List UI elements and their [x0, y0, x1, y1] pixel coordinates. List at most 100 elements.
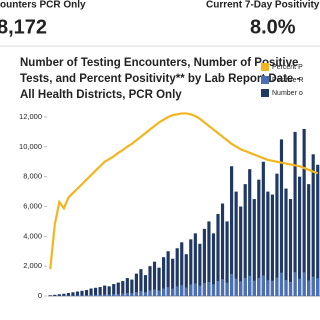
bar [230, 166, 234, 296]
bar [248, 275, 252, 296]
bar [288, 281, 293, 296]
bar [75, 295, 80, 296]
bar [116, 282, 120, 296]
bar [184, 287, 188, 296]
bar [171, 288, 175, 296]
bar [266, 280, 270, 296]
bar [48, 295, 52, 296]
bar [112, 294, 116, 296]
bar [103, 285, 107, 296]
line [49, 112, 319, 270]
bar [189, 239, 193, 296]
chart-title: Tests, and Percent Positivity** by Lab R… [20, 73, 300, 85]
bar [257, 179, 261, 296]
bar [225, 282, 229, 296]
bar [94, 287, 98, 296]
bar [193, 233, 197, 296]
legend-swatch [261, 63, 269, 71]
bar [234, 278, 238, 296]
bar [279, 139, 284, 296]
bar [284, 280, 288, 296]
bar [198, 285, 202, 296]
bar [75, 291, 80, 296]
bar [130, 293, 134, 296]
bar [311, 154, 315, 296]
bar [143, 275, 148, 296]
kpi-label: Current 7-Day Positivity [206, 0, 320, 11]
bar [166, 287, 170, 296]
bar [293, 272, 297, 296]
bar [193, 283, 197, 296]
bar [89, 294, 93, 296]
bar [175, 286, 179, 296]
bar [139, 269, 143, 296]
bar [189, 284, 193, 296]
bar [107, 286, 111, 296]
kpi-value: 8,172 [0, 16, 47, 38]
bar [66, 293, 70, 296]
bar [316, 278, 320, 296]
bar [180, 285, 184, 296]
bar [152, 261, 157, 296]
bar [184, 254, 188, 296]
bar [248, 169, 252, 296]
bar [216, 213, 220, 296]
bar [207, 281, 211, 296]
bar [284, 188, 288, 296]
legend-swatch [261, 76, 269, 84]
bar [162, 257, 166, 296]
bar [53, 294, 57, 296]
y-tick-label: 0 [38, 291, 42, 300]
bar [239, 281, 243, 296]
bar [157, 267, 161, 296]
bar [166, 251, 170, 296]
bar [84, 290, 89, 296]
bar [220, 279, 225, 296]
bar [307, 184, 311, 296]
bar [121, 281, 125, 296]
bar [202, 228, 206, 296]
bar [298, 176, 302, 296]
y-tick-label: 6,000 [23, 201, 42, 210]
chart-title: All Health Districts, PCR Only [20, 89, 182, 101]
bar [71, 292, 75, 296]
bar [239, 206, 243, 296]
bar [130, 279, 134, 296]
legend-swatch [261, 89, 269, 97]
legend-label: Positive R [272, 77, 304, 84]
bar [121, 293, 125, 296]
bar [307, 280, 311, 296]
bar [84, 295, 89, 296]
bar [98, 294, 102, 296]
bar [275, 277, 279, 296]
bar [275, 173, 279, 296]
bar [175, 248, 179, 296]
bar [211, 233, 216, 296]
bar [202, 282, 206, 296]
bar [62, 293, 66, 296]
bar [112, 284, 116, 296]
bar [80, 295, 84, 296]
bar [103, 294, 107, 296]
bar [220, 203, 225, 296]
bar [198, 243, 202, 296]
bar [134, 292, 138, 296]
bar [302, 128, 306, 296]
bar [261, 161, 265, 296]
bar [143, 292, 148, 296]
bar [252, 199, 256, 296]
bar [293, 131, 297, 296]
y-tick-label: 4,000 [23, 231, 42, 240]
bar [266, 191, 270, 296]
legend-label: Number o [272, 90, 303, 97]
bar [316, 164, 320, 296]
bar [261, 275, 265, 296]
bar [148, 266, 152, 296]
y-tick-label: 10,000 [19, 142, 42, 151]
y-tick-label: 2,000 [23, 261, 42, 270]
bar [216, 281, 220, 296]
bar [171, 258, 175, 296]
bar [57, 294, 61, 296]
bar [98, 287, 102, 296]
